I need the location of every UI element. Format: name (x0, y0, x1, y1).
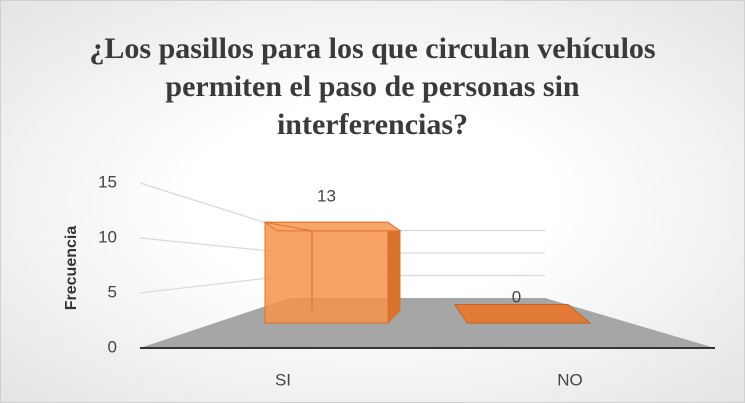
y-tick-label: 15 (98, 172, 117, 191)
y-tick-label: 0 (108, 337, 117, 356)
bar-top (263, 221, 402, 232)
x-tick-label: NO (557, 370, 583, 389)
bar (264, 221, 389, 324)
bar-edge (264, 221, 313, 311)
bar (454, 304, 592, 324)
chart-title: ¿Los pasillos para los que circulan vehí… (89, 32, 656, 141)
y-tick-label: 10 (98, 227, 117, 246)
y-axis-label: Frecuencia (63, 226, 80, 311)
x-tick-label: SI (275, 370, 291, 389)
floor (140, 298, 715, 348)
data-label: 13 (317, 187, 336, 206)
bar-side (387, 221, 401, 325)
data-label: 0 (512, 287, 521, 306)
y-tick-label: 5 (108, 282, 117, 301)
